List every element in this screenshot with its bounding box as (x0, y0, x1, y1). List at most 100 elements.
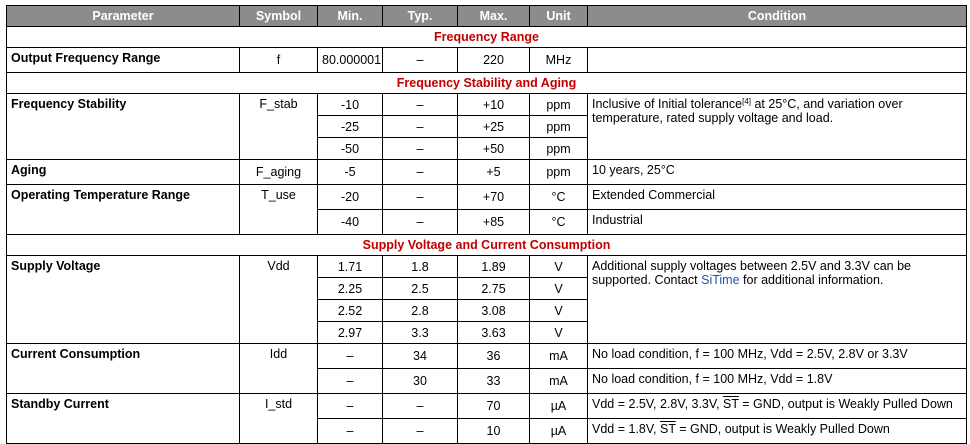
header-symbol: Symbol (239, 5, 318, 27)
typ-cell: 30 (382, 368, 458, 394)
typ-cell: – (382, 137, 458, 160)
typ-cell: 3.3 (382, 321, 458, 344)
symbol-cell: F_aging (239, 159, 318, 185)
min-cell: -40 (317, 209, 383, 235)
sitime-link[interactable]: SiTime (701, 273, 740, 287)
typ-cell: – (382, 184, 458, 210)
condition-text: Inclusive of Initial tolerance (592, 97, 743, 111)
param-name: Aging (6, 159, 240, 185)
condition-cell: Inclusive of Initial tolerance[4] at 25°… (587, 93, 967, 160)
symbol-cell: F_stab (239, 93, 318, 160)
condition-text: for additional information. (739, 273, 884, 287)
condition-cell: Additional supply voltages between 2.5V … (587, 255, 967, 344)
typ-cell: 2.5 (382, 277, 458, 300)
min-cell: 2.52 (317, 299, 383, 322)
min-cell: 80.000001 (317, 47, 383, 73)
condition-cell: Vdd = 2.5V, 2.8V, 3.3V, ST = GND, output… (587, 393, 967, 419)
unit-cell: µA (529, 393, 588, 419)
min-cell: -25 (317, 115, 383, 138)
unit-cell: ppm (529, 115, 588, 138)
condition-cell (587, 47, 967, 73)
param-name: Operating Temperature Range (6, 184, 240, 235)
table-row: Standby Current I_std – – 70 µA Vdd = 2.… (6, 393, 967, 444)
typ-cell: – (382, 393, 458, 419)
condition-text: = GND, output is Weakly Pulled Down (675, 422, 890, 436)
header-unit: Unit (529, 5, 588, 27)
condition-text: Vdd = 1.8V, (592, 422, 660, 436)
unit-cell: V (529, 255, 588, 278)
max-cell: 2.75 (457, 277, 530, 300)
max-cell: +5 (457, 159, 530, 185)
section-row: Frequency Range (6, 26, 967, 48)
min-cell: – (317, 393, 383, 419)
unit-cell: V (529, 277, 588, 300)
st-pin-label: ST (660, 422, 676, 436)
unit-cell: V (529, 299, 588, 322)
table-row: – 30 33 mA No load condition, f = 100 MH… (7, 368, 967, 394)
unit-cell: V (529, 321, 588, 344)
param-name: Output Frequency Range (6, 47, 240, 73)
max-cell: 1.89 (457, 255, 530, 278)
condition-cell: Extended Commercial (587, 184, 967, 210)
section-title: Supply Voltage and Current Consumption (6, 234, 967, 256)
section-title: Frequency Stability and Aging (6, 72, 967, 94)
typ-cell: 2.8 (382, 299, 458, 322)
min-cell: -20 (317, 184, 383, 210)
unit-cell: ppm (529, 137, 588, 160)
max-cell: 36 (457, 343, 530, 369)
header-min: Min. (317, 5, 383, 27)
unit-cell: °C (529, 184, 588, 210)
table-row: Aging F_aging -5 – +5 ppm 10 years, 25°C (6, 159, 967, 185)
param-name: Frequency Stability (6, 93, 240, 160)
max-cell: 33 (457, 368, 530, 394)
max-cell: 220 (457, 47, 530, 73)
table-row: 2.52 2.8 3.08 V (7, 299, 967, 322)
unit-cell: °C (529, 209, 588, 235)
unit-cell: ppm (529, 159, 588, 185)
spec-table: Parameter Symbol Min. Typ. Max. Unit Con… (6, 5, 967, 444)
min-cell: – (317, 368, 383, 394)
max-cell: +50 (457, 137, 530, 160)
condition-cell: No load condition, f = 100 MHz, Vdd = 1.… (587, 368, 967, 394)
typ-cell: – (382, 115, 458, 138)
footnote-ref: [4] (742, 97, 751, 106)
symbol-cell: Vdd (239, 255, 318, 344)
max-cell: 3.63 (457, 321, 530, 344)
section-row: Frequency Stability and Aging (6, 72, 967, 94)
table-row: Frequency Stability F_stab -10 – +10 ppm… (6, 93, 967, 160)
condition-cell: Industrial (587, 209, 967, 235)
unit-cell: mA (529, 343, 588, 369)
typ-cell: 34 (382, 343, 458, 369)
min-cell: 1.71 (317, 255, 383, 278)
section-row: Supply Voltage and Current Consumption (6, 234, 967, 256)
section-title: Frequency Range (6, 26, 967, 48)
table-row: Supply Voltage Vdd 1.71 1.8 1.89 V Addit… (6, 255, 967, 344)
header-condition: Condition (587, 5, 967, 27)
table-row: Operating Temperature Range T_use -20 – … (6, 184, 967, 235)
symbol-cell: Idd (239, 343, 318, 394)
table-row: -25 – +25 ppm (7, 115, 967, 138)
param-name: Standby Current (6, 393, 240, 444)
table-row: Current Consumption Idd – 34 36 mA No lo… (6, 343, 967, 394)
unit-cell: ppm (529, 93, 588, 116)
st-pin-label: ST (723, 397, 739, 411)
typ-cell: – (382, 209, 458, 235)
max-cell: +10 (457, 93, 530, 116)
min-cell: – (317, 343, 383, 369)
symbol-cell: I_std (239, 393, 318, 444)
max-cell: +25 (457, 115, 530, 138)
min-cell: 2.97 (317, 321, 383, 344)
condition-text: = GND, output is Weakly Pulled Down (738, 397, 953, 411)
table-row: Output Frequency Range f 80.000001 – 220… (6, 47, 967, 73)
table-row: 2.25 2.5 2.75 V (7, 277, 967, 300)
max-cell: 3.08 (457, 299, 530, 322)
min-cell: -10 (317, 93, 383, 116)
condition-text: Vdd = 2.5V, 2.8V, 3.3V, (592, 397, 724, 411)
typ-cell: – (382, 159, 458, 185)
unit-cell: MHz (529, 47, 588, 73)
header-typ: Typ. (382, 5, 458, 27)
symbol-cell: f (239, 47, 318, 73)
min-cell: -5 (317, 159, 383, 185)
min-cell: – (317, 418, 383, 444)
header-parameter: Parameter (6, 5, 240, 27)
